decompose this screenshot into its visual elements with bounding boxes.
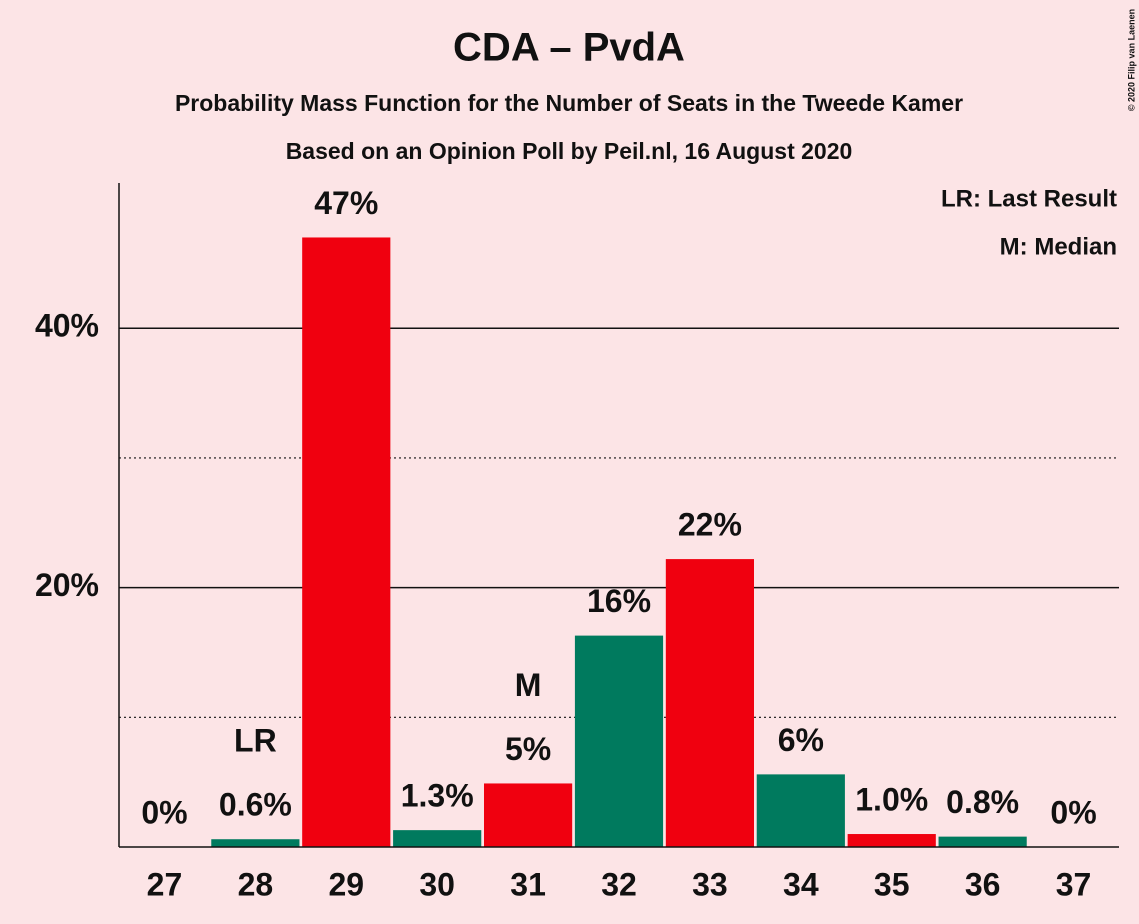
bar xyxy=(665,559,754,847)
value-label: 16% xyxy=(587,583,651,619)
value-label: 1.0% xyxy=(855,781,928,817)
legend-entry: LR: Last Result xyxy=(941,185,1117,212)
value-label: 47% xyxy=(314,185,378,221)
x-tick-label: 32 xyxy=(601,866,637,902)
bar xyxy=(938,836,1027,847)
value-label: 6% xyxy=(778,722,824,758)
x-tick-label: 28 xyxy=(238,866,274,902)
value-label: 1.3% xyxy=(401,778,474,814)
value-label: 22% xyxy=(678,507,742,543)
bar xyxy=(574,635,664,847)
bar xyxy=(847,834,936,847)
chart-subtitle: Based on an Opinion Poll by Peil.nl, 16 … xyxy=(286,138,853,164)
bar xyxy=(302,237,391,847)
y-tick-label: 20% xyxy=(35,567,99,603)
marker-label: LR xyxy=(234,723,277,759)
x-tick-label: 37 xyxy=(1056,866,1092,902)
chart-subtitle: Probability Mass Function for the Number… xyxy=(175,90,963,116)
value-label: 0.6% xyxy=(219,787,292,823)
bar xyxy=(756,774,845,847)
value-label: 5% xyxy=(505,731,551,767)
x-tick-label: 31 xyxy=(510,866,546,902)
legend-entry: M: Median xyxy=(1000,233,1117,260)
bar xyxy=(393,830,482,847)
x-tick-label: 30 xyxy=(419,866,455,902)
bar xyxy=(211,839,300,847)
x-tick-label: 29 xyxy=(328,866,364,902)
copyright: © 2020 Filip van Laenen xyxy=(1126,9,1136,111)
chart-title: CDA – PvdA xyxy=(453,26,685,70)
x-tick-label: 33 xyxy=(692,866,728,902)
value-label: 0% xyxy=(1050,794,1096,830)
y-tick-label: 40% xyxy=(35,308,99,344)
marker-label: M xyxy=(515,667,542,703)
x-tick-label: 36 xyxy=(965,866,1001,902)
x-tick-label: 35 xyxy=(874,866,910,902)
x-tick-label: 34 xyxy=(783,866,819,902)
bar xyxy=(484,783,573,847)
value-label: 0% xyxy=(141,794,187,830)
value-label: 0.8% xyxy=(946,784,1019,820)
x-tick-label: 27 xyxy=(147,866,183,902)
